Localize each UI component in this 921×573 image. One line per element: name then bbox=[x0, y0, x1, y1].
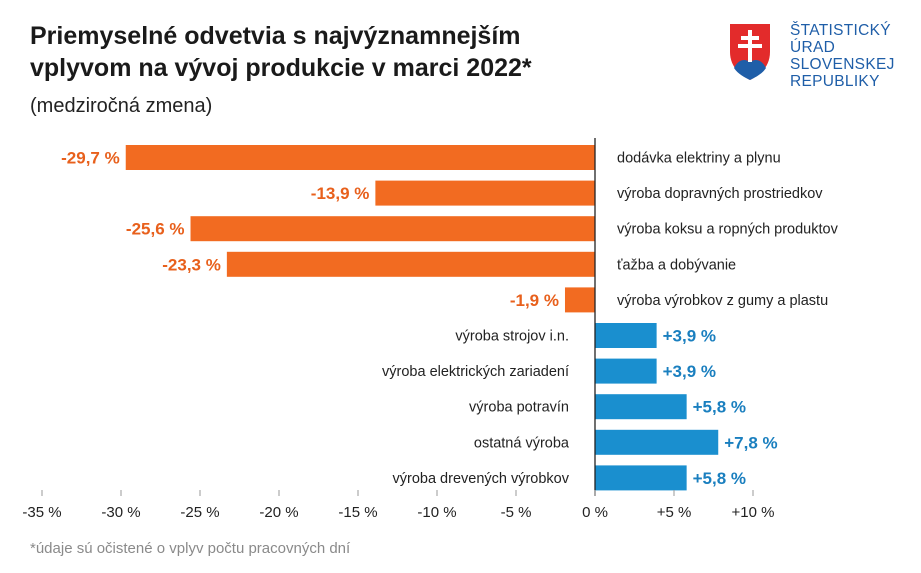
bar bbox=[226, 251, 596, 277]
x-tick-label: +5 % bbox=[657, 504, 692, 521]
category-label: výroba drevených výrobkov bbox=[393, 471, 570, 487]
bar bbox=[595, 465, 687, 491]
data-label: +7,8 % bbox=[724, 433, 777, 452]
data-label: -25,6 % bbox=[126, 220, 185, 239]
category-label: výroba koksu a ropných produktov bbox=[617, 222, 839, 238]
x-tick-label: -5 % bbox=[501, 504, 532, 521]
footnote: *údaje sú očistené o vplyv počtu pracovn… bbox=[30, 540, 351, 557]
bar bbox=[595, 394, 687, 420]
data-label: +3,9 % bbox=[663, 327, 716, 346]
chart-title: Priemyselné odvetvia s najvýznamnejším v… bbox=[30, 20, 532, 84]
category-label: výroba dopravných prostriedkov bbox=[617, 186, 823, 202]
bar bbox=[595, 323, 657, 348]
category-label: dodávka elektriny a plynu bbox=[617, 151, 781, 167]
bar bbox=[595, 429, 719, 455]
bar bbox=[595, 358, 657, 384]
x-tick-label: 0 % bbox=[582, 504, 608, 521]
x-tick-label: -15 % bbox=[338, 504, 377, 521]
x-tick-label: -20 % bbox=[259, 504, 298, 521]
bar bbox=[375, 180, 595, 206]
title-line-2: vplyvom na vývoj produkcie v marci 2022* bbox=[30, 54, 532, 82]
x-tick-label: -10 % bbox=[417, 504, 456, 521]
statistics-office-logo: ŠTATISTICKÝ ÚRAD SLOVENSKEJ REPUBLIKY bbox=[728, 22, 918, 102]
bar bbox=[190, 216, 595, 242]
category-label: ťažba a dobývanie bbox=[617, 257, 736, 273]
data-label: -23,3 % bbox=[162, 255, 221, 274]
data-label: +3,9 % bbox=[663, 362, 716, 381]
category-label: výroba potravín bbox=[469, 400, 569, 416]
data-label: +5,8 % bbox=[693, 398, 746, 417]
bar-chart: -29,7 % dodávka elektriny a plynu -13,9 % v… bbox=[22, 138, 839, 521]
data-label: -13,9 % bbox=[311, 184, 370, 203]
x-tick-label: -25 % bbox=[180, 504, 219, 521]
x-tick-label: -30 % bbox=[101, 504, 140, 521]
x-tick-label: +10 % bbox=[732, 504, 775, 521]
bar bbox=[564, 287, 595, 313]
data-label: +5,8 % bbox=[693, 469, 746, 488]
data-label: -29,7 % bbox=[61, 149, 120, 168]
category-label: ostatná výroba bbox=[474, 435, 570, 451]
bar bbox=[125, 145, 596, 170]
data-label: -1,9 % bbox=[510, 291, 559, 310]
x-tick-label: -35 % bbox=[22, 504, 61, 521]
category-label: výroba výrobkov z gumy a plastu bbox=[617, 293, 828, 309]
chart-subtitle: (medziročná zmena) bbox=[30, 95, 213, 117]
category-label: výroba strojov i.n. bbox=[455, 329, 569, 345]
category-label: výroba elektrických zariadení bbox=[382, 364, 569, 380]
title-line-1: Priemyselné odvetvia s najvýznamnejším bbox=[30, 22, 521, 50]
slovak-coat-of-arms-icon bbox=[730, 24, 770, 80]
logo-text: ŠTATISTICKÝ ÚRAD SLOVENSKEJ REPUBLIKY bbox=[790, 22, 895, 90]
